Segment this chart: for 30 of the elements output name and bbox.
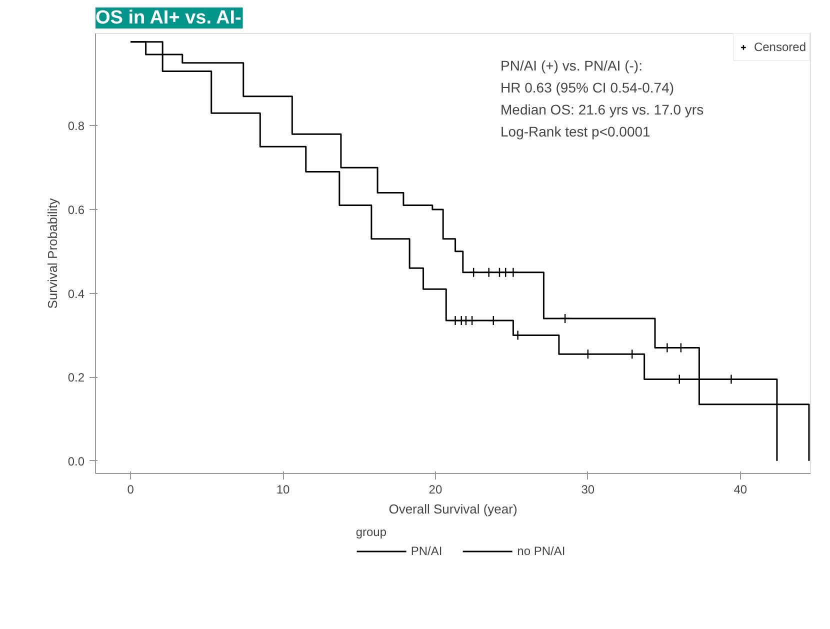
y-tick-label: 0.0 bbox=[68, 454, 85, 468]
annotation: Median OS: 21.6 yrs vs. 17.0 yrs bbox=[500, 102, 704, 118]
chart-title: OS in AI+ vs. AI- bbox=[96, 8, 242, 28]
point bbox=[582, 348, 594, 360]
point bbox=[468, 267, 479, 278]
point bbox=[500, 267, 511, 278]
x-axis-title: Overall Survival (year) bbox=[388, 502, 518, 516]
point bbox=[484, 267, 494, 278]
annotation: PN/AI (+) vs. PN/AI (-): bbox=[500, 58, 642, 74]
y-tick-label: 0.6 bbox=[68, 203, 85, 217]
y-tick-label: 0.2 bbox=[68, 370, 85, 385]
legend-label: Censored bbox=[754, 40, 806, 54]
y-axis-title: Survival Probability bbox=[44, 198, 60, 309]
annotation: HR 0.63 (95% CI 0.54-0.74) bbox=[500, 80, 674, 96]
y-tick-label: 0.4 bbox=[68, 286, 85, 301]
point bbox=[560, 313, 570, 324]
legend-label: no PN/AI bbox=[517, 544, 566, 558]
annotation: Log-Rank test p<0.0001 bbox=[500, 124, 651, 140]
point bbox=[627, 348, 638, 360]
x-tick-label: 20 bbox=[428, 482, 442, 496]
legend-label: PN/AI bbox=[410, 544, 442, 558]
x-tick-label: 30 bbox=[581, 482, 595, 496]
y-tick-label: 0.8 bbox=[68, 119, 85, 134]
x-tick-label: 10 bbox=[276, 482, 290, 496]
point bbox=[466, 315, 478, 326]
legend-title: group bbox=[356, 525, 388, 539]
point bbox=[488, 315, 498, 326]
point bbox=[508, 267, 518, 278]
x-tick-label: 40 bbox=[734, 482, 748, 496]
x-tick-label: 0 bbox=[127, 482, 134, 496]
